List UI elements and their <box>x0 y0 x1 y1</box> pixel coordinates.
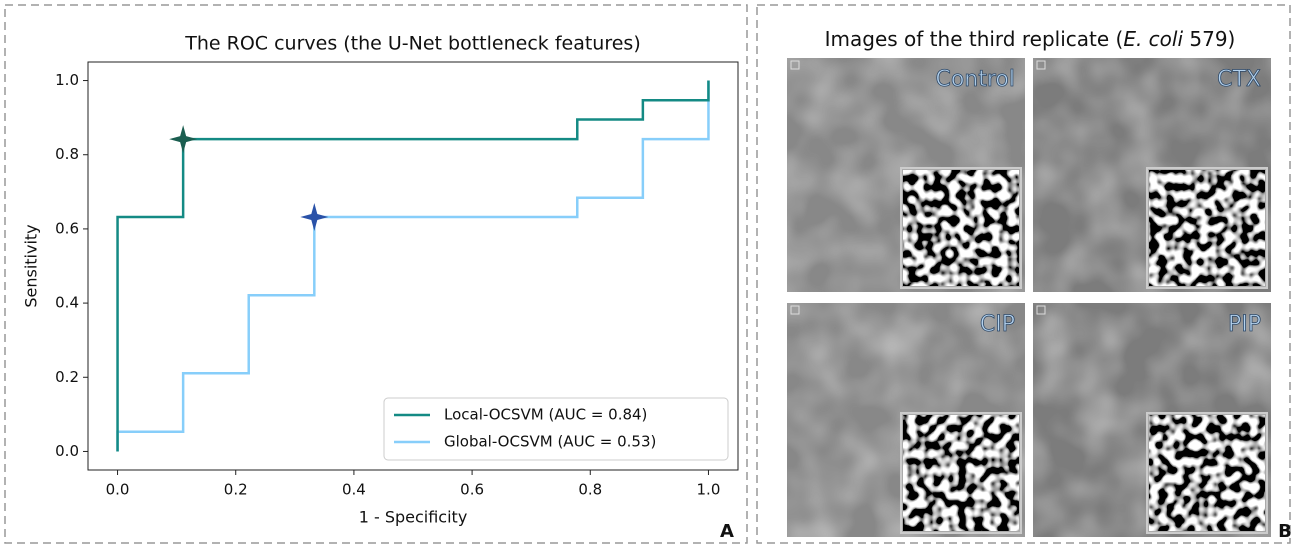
inset-texture <box>1149 415 1265 531</box>
title-part: E. coli <box>1123 27 1183 51</box>
x-tick-label: 0.2 <box>224 481 248 499</box>
roi-marker <box>1036 305 1046 315</box>
plot-frame <box>87 61 739 471</box>
y-tick-label: 0.4 <box>55 294 79 312</box>
roi-marker <box>790 305 800 315</box>
roi-marker <box>790 60 800 70</box>
x-tick-label: 0.0 <box>106 481 130 499</box>
panel-b-border <box>756 4 1291 544</box>
x-tick-label: 0.6 <box>460 481 484 499</box>
image-label: PIP <box>1228 312 1261 337</box>
legend-label: Local-OCSVM (AUC = 0.84) <box>444 406 647 424</box>
image-label: CTX <box>1217 67 1261 92</box>
roc-curve <box>116 80 710 452</box>
y-tick-label: 1.0 <box>55 71 79 89</box>
y-tick-label: 0.8 <box>55 145 79 163</box>
title-part: 579) <box>1183 27 1235 51</box>
x-tick-label: 1.0 <box>697 481 721 499</box>
plot: 0.0 0.2 0.4 0.6 0.8 1.0 0.0 0.2 0.4 0.6 0.8 1.0 Loca… <box>55 61 739 499</box>
star-marker <box>300 203 329 232</box>
roi-marker <box>1036 60 1046 70</box>
image-grid: Control CTX CIP PIP <box>787 58 1271 537</box>
chart-title: The ROC curves (the U-Net bottleneck fea… <box>184 33 640 55</box>
inset-texture <box>1149 170 1265 286</box>
y-tick-label: 0.2 <box>55 368 79 386</box>
inset-texture <box>903 415 1019 531</box>
image-label: Control <box>935 67 1015 92</box>
roc-curve <box>116 80 710 452</box>
image-label: CIP <box>980 312 1015 337</box>
x-tick-label: 0.8 <box>578 481 602 499</box>
panel-b-title: Images of the third replicate (E. coli 5… <box>825 27 1236 51</box>
star-marker <box>169 125 198 154</box>
x-tick-label: 0.4 <box>342 481 366 499</box>
x-axis-label: 1 - Specificity <box>359 508 468 527</box>
panel-a-border <box>4 4 748 544</box>
y-axis-label: Sensitivity <box>22 224 41 307</box>
legend-label: Global-OCSVM (AUC = 0.53) <box>444 433 656 451</box>
y-tick-label: 0.6 <box>55 219 79 237</box>
title-part: Images of the third replicate ( <box>825 27 1124 51</box>
legend-box <box>383 397 729 461</box>
y-tick-label: 0.0 <box>55 442 79 460</box>
panel-label: A <box>720 521 734 542</box>
inset-texture <box>903 170 1019 286</box>
panel-label: B <box>1278 521 1292 542</box>
